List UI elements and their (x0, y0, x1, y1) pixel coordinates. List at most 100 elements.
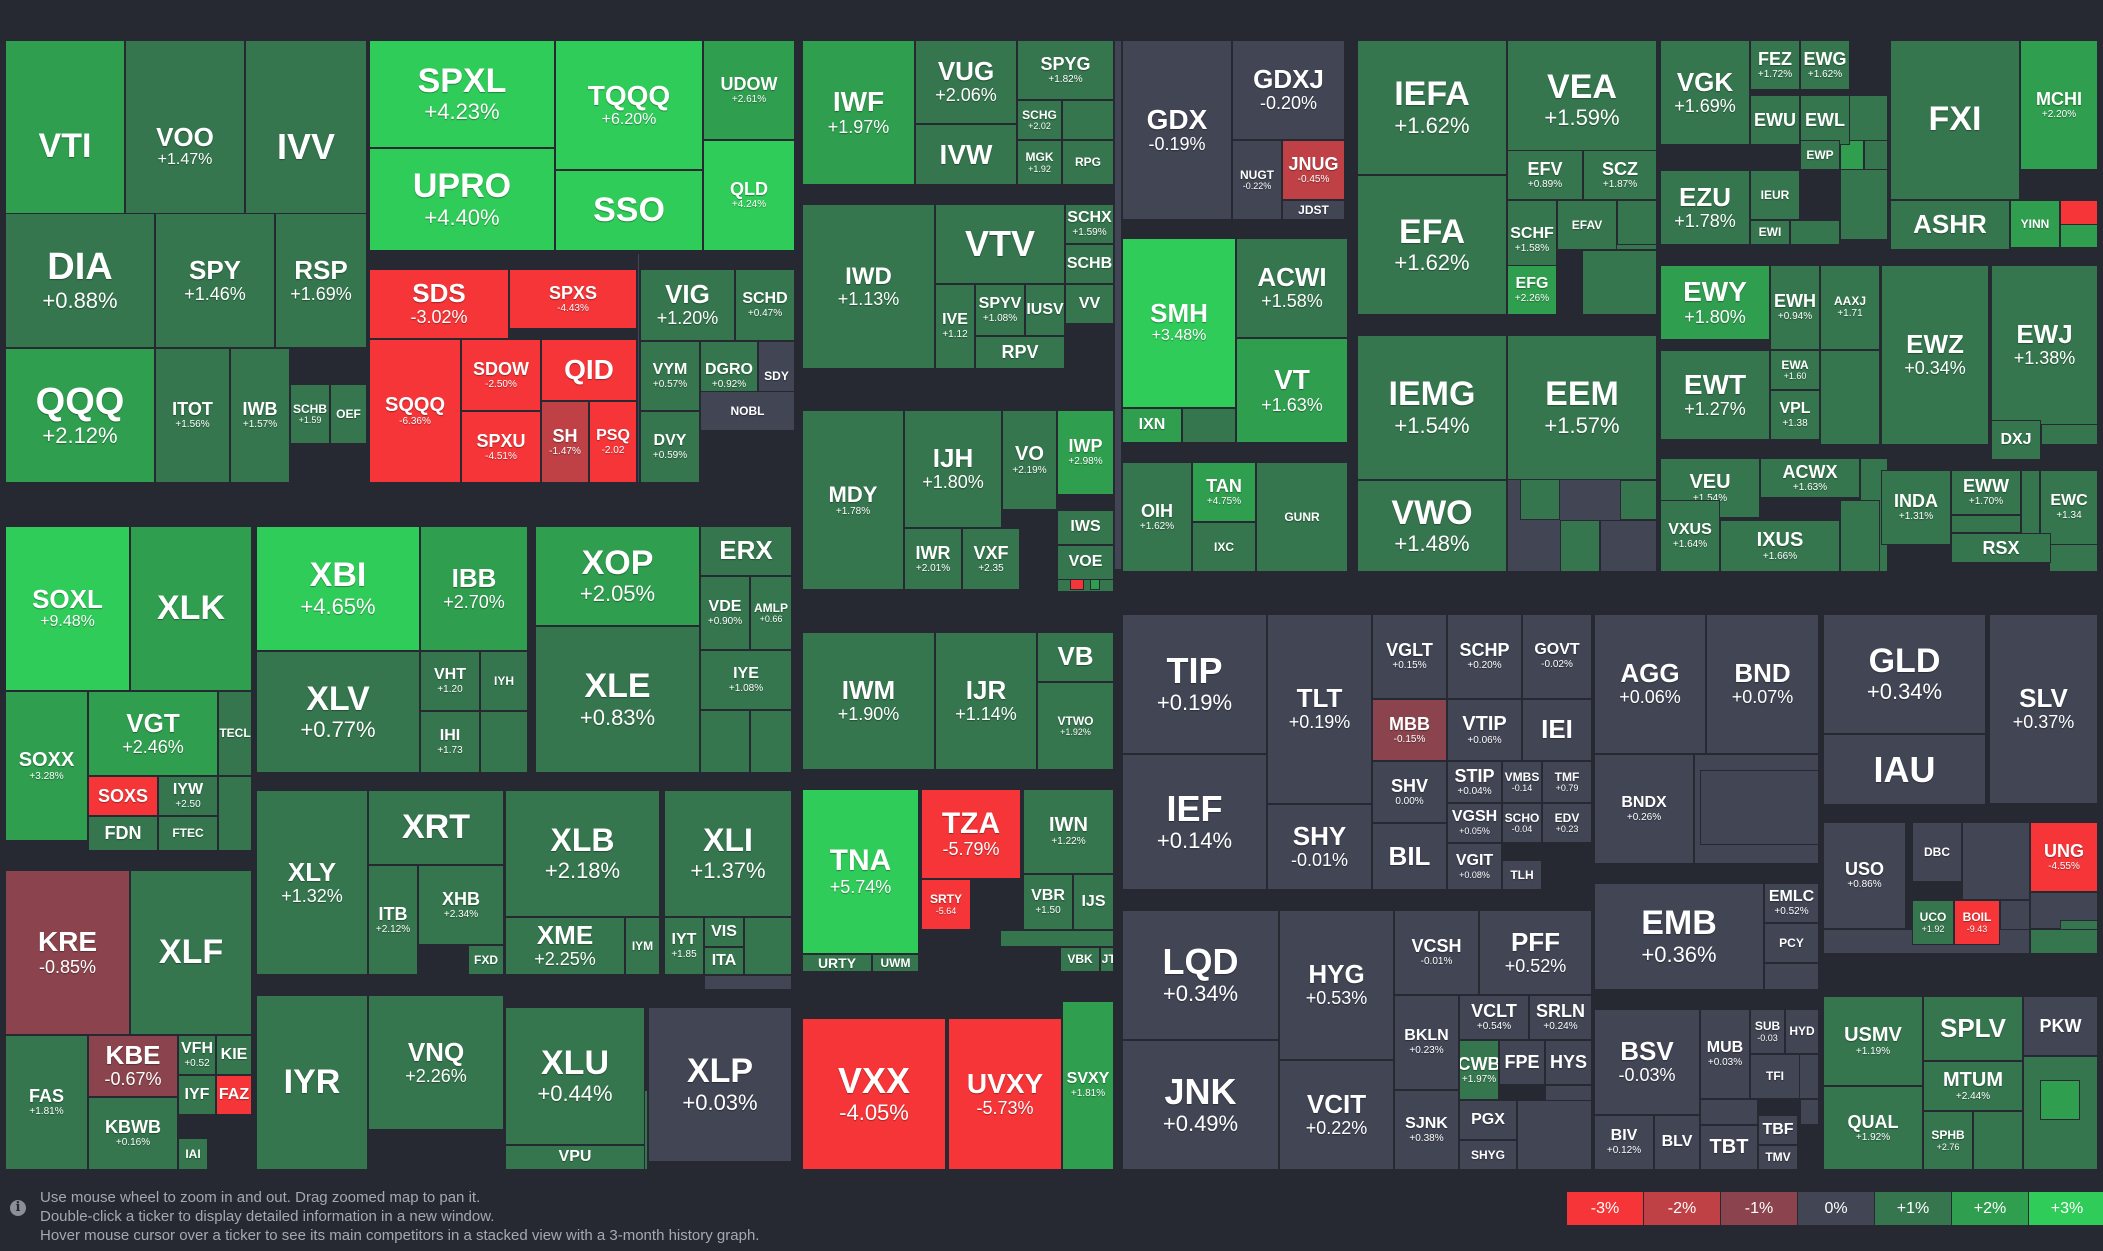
ticker-tile-ijt[interactable]: IJT (1100, 947, 1114, 972)
ticker-tile-vgsh[interactable]: VGSH +0.05% (1447, 803, 1502, 843)
minor-ticker-tile[interactable] (1790, 220, 1840, 245)
ticker-tile-iyh[interactable]: IYH (480, 651, 528, 711)
ticker-tile-schb2[interactable]: SCHB (1065, 244, 1114, 284)
ticker-tile-efg[interactable]: EFG +2.26% (1507, 265, 1557, 315)
ticker-tile-iemg[interactable]: IEMG +1.54% (1357, 335, 1507, 480)
ticker-tile-ewt[interactable]: EWT +1.27% (1660, 350, 1770, 440)
ticker-tile-kie[interactable]: KIE (216, 1035, 252, 1075)
ticker-tile-mdy[interactable]: MDY +1.78% (802, 410, 904, 590)
minor-ticker-tile[interactable] (1517, 1100, 1592, 1170)
ticker-tile-uco[interactable]: UCO +1.92 (1912, 900, 1954, 945)
ticker-tile-usmv[interactable]: USMV +1.19% (1823, 996, 1923, 1086)
ticker-tile-iwf[interactable]: IWF +1.97% (802, 40, 915, 185)
minor-ticker-tile[interactable] (1800, 1099, 1819, 1125)
minor-ticker-tile[interactable] (1600, 520, 1657, 572)
ticker-tile-tan[interactable]: TAN +4.75% (1192, 462, 1256, 522)
ticker-tile-vxus[interactable]: VXUS +1.64% (1660, 500, 1720, 572)
ticker-tile-psq[interactable]: PSQ -2.02 (589, 401, 637, 483)
minor-ticker-tile[interactable] (750, 710, 792, 773)
ticker-tile-xli[interactable]: XLI +1.37% (664, 790, 792, 917)
ticker-tile-vbr[interactable]: VBR +1.50 (1023, 874, 1073, 930)
ticker-tile-boil[interactable]: BOIL -9.43 (1954, 900, 2000, 945)
ticker-tile-iefa[interactable]: IEFA +1.62% (1357, 40, 1507, 175)
ticker-tile-kbe[interactable]: KBE -0.67% (88, 1035, 178, 1097)
ticker-tile-soxs[interactable]: SOXS (88, 776, 158, 816)
ticker-tile-fxd[interactable]: FXD (468, 945, 504, 975)
ticker-tile-dvy[interactable]: DVY +0.59% (640, 411, 700, 483)
ticker-tile-smh[interactable]: SMH +3.48% (1122, 238, 1236, 408)
ticker-tile-iye[interactable]: IYE +1.08% (700, 650, 792, 710)
minor-ticker-tile[interactable] (1560, 520, 1600, 572)
ticker-tile-xrt[interactable]: XRT (368, 790, 504, 865)
ticker-tile-sphb[interactable]: SPHB +2.76 (1923, 1111, 1973, 1170)
ticker-tile-kbwb[interactable]: KBWB +0.16% (88, 1097, 178, 1170)
minor-ticker-tile[interactable] (1700, 1099, 1758, 1125)
ticker-tile-vgt[interactable]: VGT +2.46% (88, 691, 218, 776)
minor-ticker-tile[interactable] (1764, 963, 1819, 990)
ticker-tile-spxs[interactable]: SPXS -4.43% (509, 269, 637, 329)
ticker-tile-xly[interactable]: XLY +1.32% (256, 790, 368, 975)
ticker-tile-dxj[interactable]: DXJ (1991, 420, 2041, 460)
ticker-tile-ewp[interactable]: EWP (1800, 140, 1840, 170)
minor-ticker-tile[interactable] (919, 930, 921, 950)
ticker-tile-sub[interactable]: SUB -0.03 (1750, 1009, 1785, 1054)
minor-ticker-tile[interactable] (637, 253, 640, 483)
ticker-tile-ihi[interactable]: IHI +1.73 (420, 711, 480, 773)
ticker-tile-vea[interactable]: VEA +1.59% (1507, 40, 1657, 160)
ticker-tile-pkw[interactable]: PKW (2023, 996, 2098, 1056)
ticker-tile-blv[interactable]: BLV (1654, 1115, 1700, 1170)
ticker-tile-xop[interactable]: XOP +2.05% (535, 526, 700, 626)
ticker-tile-rsp[interactable]: RSP +1.69% (275, 213, 367, 348)
ticker-tile-tip[interactable]: TIP +0.19% (1122, 614, 1267, 754)
ticker-tile-acwx[interactable]: ACWX +1.63% (1760, 458, 1860, 498)
ticker-tile-iyt[interactable]: IYT +1.85 (664, 917, 704, 975)
ticker-tile-vtwo[interactable]: VTWO +1.92% (1037, 682, 1114, 770)
ticker-tile-rpg[interactable]: RPG (1062, 140, 1114, 185)
ticker-tile-bnd[interactable]: BND +0.07% (1706, 614, 1819, 754)
ticker-tile-spy[interactable]: SPY +1.46% (155, 213, 275, 348)
ticker-tile-soxx[interactable]: SOXX +3.28% (5, 691, 88, 841)
ticker-tile-jdst[interactable]: JDST (1282, 200, 1345, 220)
ticker-tile-ewz[interactable]: EWZ +0.34% (1881, 265, 1989, 445)
ticker-tile-voe[interactable]: VOE (1057, 545, 1114, 580)
ticker-tile-uwm[interactable]: UWM (872, 954, 919, 972)
minor-ticker-tile[interactable] (946, 1018, 948, 1170)
minor-ticker-tile[interactable] (1062, 100, 1114, 140)
minor-ticker-tile[interactable] (1962, 822, 2030, 900)
ticker-tile-xlp[interactable]: XLP +0.03% (648, 1007, 792, 1162)
ticker-tile-vpl[interactable]: VPL +1.38 (1770, 390, 1820, 440)
ticker-tile-srln[interactable]: SRLN +0.24% (1529, 995, 1592, 1040)
minor-ticker-tile[interactable] (1700, 770, 1819, 845)
ticker-tile-aaxj[interactable]: AAXJ +1.71 (1820, 265, 1880, 350)
ticker-tile-tza[interactable]: TZA -5.79% (921, 789, 1021, 879)
minor-ticker-tile[interactable] (2060, 224, 2098, 248)
ticker-tile-xbi[interactable]: XBI +4.65% (256, 526, 420, 651)
ticker-tile-xhb[interactable]: XHB +2.34% (418, 865, 504, 945)
ticker-tile-hyd[interactable]: HYD (1785, 1009, 1819, 1054)
ticker-tile-splv[interactable]: SPLV (1923, 996, 2023, 1061)
ticker-tile-amlp[interactable]: AMLP +0.66 (750, 576, 792, 650)
ticker-tile-xme[interactable]: XME +2.25% (505, 917, 625, 975)
ticker-tile-gunr[interactable]: GUNR (1256, 462, 1348, 572)
ticker-tile-uso[interactable]: USO +0.86% (1823, 822, 1906, 929)
minor-ticker-tile[interactable] (1620, 480, 1657, 520)
ticker-tile-ief[interactable]: IEF +0.14% (1122, 754, 1267, 890)
ticker-tile-yinn[interactable]: YINN (2010, 200, 2060, 248)
minor-ticker-tile[interactable] (218, 776, 252, 851)
ticker-tile-iei[interactable]: IEI (1522, 699, 1592, 761)
ticker-tile-mchi[interactable]: MCHI +2.20% (2020, 40, 2098, 170)
ticker-tile-ewy[interactable]: EWY +1.80% (1660, 265, 1770, 340)
ticker-tile-vxf[interactable]: VXF +2.35 (962, 528, 1020, 590)
ticker-tile-sqqq[interactable]: SQQQ -6.36% (369, 339, 461, 483)
ticker-tile-tbt[interactable]: TBT (1700, 1125, 1758, 1170)
ticker-tile-biv[interactable]: BIV +0.12% (1594, 1115, 1654, 1170)
ticker-tile-gdx[interactable]: GDX -0.19% (1122, 40, 1232, 220)
ticker-tile-efv[interactable]: EFV +0.89% (1507, 150, 1583, 200)
ticker-tile-vig[interactable]: VIG +1.20% (640, 269, 735, 341)
ticker-tile-iwn[interactable]: IWN +1.22% (1023, 789, 1114, 874)
ticker-tile-tlt[interactable]: TLT +0.19% (1267, 614, 1372, 804)
ticker-tile-edv[interactable]: EDV +0.23 (1542, 803, 1592, 843)
ticker-tile-scz[interactable]: SCZ +1.87% (1583, 150, 1657, 200)
ticker-tile-inda[interactable]: INDA +1.31% (1881, 470, 1951, 545)
ticker-tile-tqqq[interactable]: TQQQ +6.20% (555, 40, 703, 170)
